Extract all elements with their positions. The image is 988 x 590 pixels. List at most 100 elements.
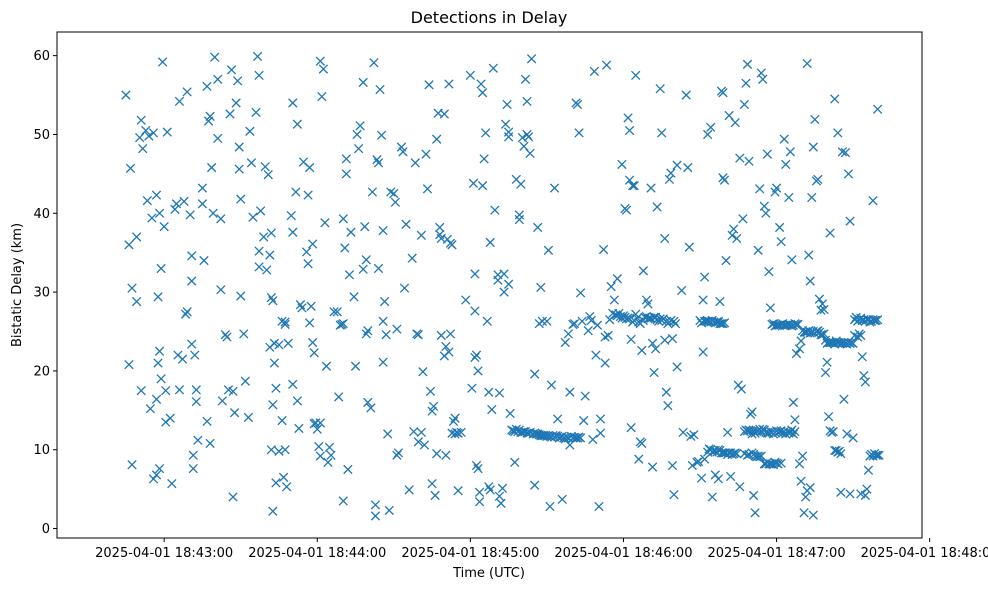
data-point <box>369 58 379 68</box>
data-point <box>785 147 795 157</box>
data-point <box>447 240 457 250</box>
data-point <box>748 490 759 501</box>
data-point <box>308 239 318 249</box>
data-point <box>497 483 508 494</box>
x-axis-label: Time (UTC) <box>452 566 525 581</box>
data-point <box>392 324 402 334</box>
x-axis: 2025-04-01 18:43:00 2025-04-01 18:44:00 20… <box>95 538 988 561</box>
data-point <box>860 377 871 387</box>
data-point <box>353 143 364 154</box>
data-point <box>813 174 823 185</box>
data-point <box>808 510 818 520</box>
data-point <box>761 208 771 218</box>
data-point <box>578 415 589 426</box>
data-point <box>399 283 410 293</box>
data-point <box>384 505 394 516</box>
data-point <box>742 59 753 69</box>
data-point <box>315 451 325 461</box>
data-point <box>496 498 506 508</box>
data-point <box>687 460 698 471</box>
data-point <box>239 329 249 339</box>
data-point <box>569 318 580 329</box>
data-point <box>246 158 257 168</box>
data-point <box>519 141 529 151</box>
data-point <box>413 329 423 340</box>
data-point <box>667 460 678 471</box>
data-point <box>136 115 146 125</box>
data-point <box>661 387 671 397</box>
data-point <box>151 190 162 200</box>
data-point <box>278 472 289 482</box>
data-point <box>202 81 212 92</box>
data-point <box>274 340 284 350</box>
data-point <box>759 201 769 211</box>
data-point <box>623 113 633 123</box>
data-point <box>716 318 727 329</box>
y-tick-label: 40 <box>33 207 50 222</box>
data-point <box>361 329 371 339</box>
data-point <box>461 295 471 305</box>
data-point <box>724 110 734 121</box>
data-point <box>471 350 482 360</box>
data-point <box>575 288 586 298</box>
data-point <box>398 147 408 157</box>
data-point <box>243 412 254 423</box>
data-point <box>265 250 275 260</box>
data-point <box>229 408 240 418</box>
data-point <box>490 205 500 215</box>
data-point <box>725 471 736 482</box>
data-point <box>450 413 460 423</box>
data-point <box>638 266 649 276</box>
data-point <box>236 194 246 204</box>
data-point <box>427 478 437 489</box>
data-point <box>667 333 678 344</box>
data-point <box>660 233 670 244</box>
data-point <box>306 301 316 311</box>
data-point <box>187 276 197 286</box>
data-point <box>557 494 567 505</box>
data-point <box>796 476 806 486</box>
data-point <box>468 178 479 188</box>
data-point <box>601 60 612 70</box>
data-point <box>588 434 598 445</box>
data-point <box>669 489 679 500</box>
data-point <box>131 296 142 307</box>
data-point <box>762 149 773 159</box>
data-point <box>805 482 815 493</box>
data-point <box>148 128 159 138</box>
plot-frame <box>56 31 923 539</box>
data-point <box>502 99 512 110</box>
data-point <box>424 80 434 90</box>
data-point <box>381 329 391 340</box>
data-point <box>696 473 707 483</box>
data-point <box>549 183 560 193</box>
data-point <box>332 307 342 317</box>
data-point <box>312 424 322 434</box>
data-point <box>383 429 393 439</box>
data-point <box>177 354 188 364</box>
data-point <box>338 318 348 329</box>
data-point <box>637 345 647 356</box>
data-point <box>370 500 381 510</box>
data-point <box>828 426 838 437</box>
data-point <box>732 449 742 459</box>
data-point <box>225 109 235 119</box>
data-point <box>349 292 359 302</box>
data-point <box>266 445 276 455</box>
data-point <box>260 162 270 172</box>
data-point <box>698 295 708 305</box>
data-point <box>843 169 854 179</box>
data-point <box>476 79 486 89</box>
data-point <box>161 385 171 396</box>
data-point <box>135 132 145 143</box>
data-point <box>254 70 264 81</box>
data-point <box>713 474 724 484</box>
data-point <box>147 213 157 223</box>
data-point <box>297 303 307 313</box>
data-point <box>848 433 858 443</box>
data-point <box>634 454 644 464</box>
data-point <box>494 388 505 398</box>
data-point <box>378 316 388 326</box>
data-point <box>341 154 352 164</box>
data-point <box>280 317 290 327</box>
